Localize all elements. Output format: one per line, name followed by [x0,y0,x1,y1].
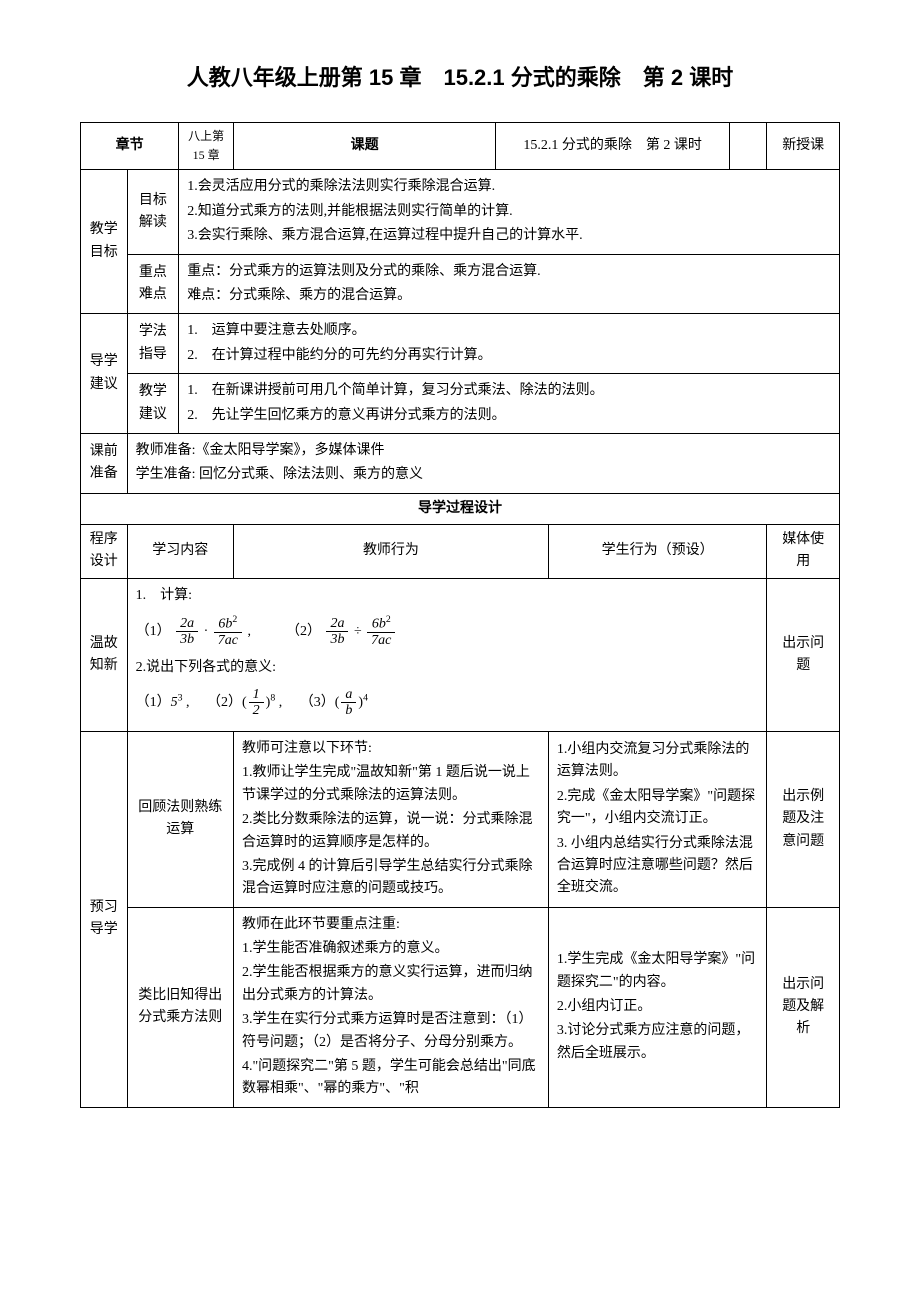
math-expression-2: （1）53 , （2）(12)8 , （3）(ab)4 [136,687,759,719]
table-row: 教学建议 1. 在新课讲授前可用几个简单计算，复习分式乘法、除法的法则。 2. … [81,374,840,434]
student-line: 2.完成《金太阳导学案》"问题探究一"，小组内交流订正。 [557,786,758,831]
page-title: 人教八年级上册第 15 章 15.2.1 分式的乘除 第 2 课时 [80,60,840,92]
sub1-teacher: 教师可注意以下环节: 1.教师让学生完成"温故知新"第 1 题后说一说上节课学过… [233,731,548,907]
table-row: 导学建议 学法指导 1. 运算中要注意去处顺序。 2. 在计算过程中能约分的可先… [81,314,840,374]
teach-line: 2. 先让学生回忆乘方的意义再讲分式乘方的法则。 [187,405,831,427]
prep-line: 教师准备:《金太阳导学案》，多媒体课件 [136,440,831,462]
key-line: 重点：分式乘方的运算法则及分式的乘除、乘方混合运算. [187,261,831,283]
lesson-plan-table: 章节 八上第 15 章 课题 15.2.1 分式的乘除 第 2 课时 新授课 教… [80,122,840,1108]
sub1-student: 1.小组内交流复习分式乘除法的运算法则。 2.完成《金太阳导学案》"问题探究一"… [548,731,766,907]
key-line: 难点：分式乘除、乘方的混合运算。 [187,285,831,307]
method-line: 2. 在计算过程中能约分的可先约分再实行计算。 [187,345,831,367]
table-row: 类比旧知得出分式乘方法则 教师在此环节要重点注重: 1.学生能否准确叙述乘方的意… [81,907,840,1107]
teach-line: 1. 在新课讲授前可用几个简单计算，复习分式乘法、除法的法则。 [187,380,831,402]
teacher-line: 1.学生能否准确叙述乘方的意义。 [242,938,540,960]
student-line: 1.学生完成《金太阳导学案》"问题探究二"的内容。 [557,949,758,994]
empty-cell [730,123,767,170]
chapter-label: 章节 [81,123,179,170]
method-content: 1. 运算中要注意去处顺序。 2. 在计算过程中能约分的可先约分再实行计算。 [179,314,840,374]
prep-content: 教师准备:《金太阳导学案》，多媒体课件 学生准备: 回忆分式乘、除法法则、乘方的… [127,433,839,493]
interpret-line: 1.会灵活应用分式的乘除法法则实行乘除混合运算. [187,176,831,198]
student-line: 1.小组内交流复习分式乘除法的运算法则。 [557,739,758,784]
student-line: 2.小组内订正。 [557,996,758,1018]
col-teacher: 教师行为 [233,525,548,579]
review-line2: 2.说出下列各式的意义: [136,657,759,679]
topic-label: 课题 [233,123,495,170]
prep-label: 课前准备 [81,433,128,493]
sub2-student: 1.学生完成《金太阳导学案》"问题探究二"的内容。 2.小组内订正。 3.讨论分… [548,907,766,1107]
method-label: 学法指导 [127,314,179,374]
table-row: 温故知新 1. 计算: （1） 2a3b · 6b27ac , （2） 2a3b… [81,578,840,731]
prep-line: 学生准备: 回忆分式乘、除法法则、乘方的意义 [136,464,831,486]
col-content: 学习内容 [127,525,233,579]
sub1-media: 出示例题及注意问题 [767,731,840,907]
table-row: 重点难点 重点：分式乘方的运算法则及分式的乘除、乘方混合运算. 难点：分式乘除、… [81,254,840,314]
teacher-line: 教师在此环节要重点注重: [242,914,540,936]
col-media: 媒体使用 [767,525,840,579]
table-row: 教学目标 目标解读 1.会灵活应用分式的乘除法法则实行乘除混合运算. 2.知道分… [81,170,840,254]
guide-label: 导学建议 [81,314,128,434]
teaching-goal-label: 教学目标 [81,170,128,314]
type-value: 新授课 [767,123,840,170]
math-expression-1: （1） 2a3b · 6b27ac , （2） 2a3b ÷ 6b27ac [136,615,759,648]
review-content: 1. 计算: （1） 2a3b · 6b27ac , （2） 2a3b ÷ 6b… [127,578,767,731]
teach-advice-label: 教学建议 [127,374,179,434]
teacher-line: 3.完成例 4 的计算后引导学生总结实行分式乘除混合运算时应注意的问题或技巧。 [242,856,540,901]
col-program: 程序设计 [81,525,128,579]
interpret-label: 目标解读 [127,170,179,254]
table-row: 程序设计 学习内容 教师行为 学生行为（预设） 媒体使用 [81,525,840,579]
topic-value: 15.2.1 分式的乘除 第 2 课时 [496,123,730,170]
interpret-line: 3.会实行乘除、乘方混合运算,在运算过程中提升自己的计算水平. [187,225,831,247]
table-row: 导学过程设计 [81,493,840,524]
review-line1: 1. 计算: [136,585,759,607]
col-student: 学生行为（预设） [548,525,766,579]
key-label: 重点难点 [127,254,179,314]
teacher-line: 3.学生在实行分式乘方运算时是否注意到：（1）符号问题；（2）是否将分子、分母分… [242,1009,540,1054]
sub1-label: 回顾法则熟练运算 [127,731,233,907]
method-line: 1. 运算中要注意去处顺序。 [187,320,831,342]
review-label: 温故知新 [81,578,128,731]
table-row: 课前准备 教师准备:《金太阳导学案》，多媒体课件 学生准备: 回忆分式乘、除法法… [81,433,840,493]
teach-advice-content: 1. 在新课讲授前可用几个简单计算，复习分式乘法、除法的法则。 2. 先让学生回… [179,374,840,434]
key-content: 重点：分式乘方的运算法则及分式的乘除、乘方混合运算. 难点：分式乘除、乘方的混合… [179,254,840,314]
interpret-content: 1.会灵活应用分式的乘除法法则实行乘除混合运算. 2.知道分式乘方的法则,并能根… [179,170,840,254]
sub2-media: 出示问题及解析 [767,907,840,1107]
teacher-line: 2.类比分数乘除法的运算，说一说：分式乘除混合运算时的运算顺序是怎样的。 [242,809,540,854]
student-line: 3.讨论分式乘方应注意的问题，然后全班展示。 [557,1020,758,1065]
sub2-label: 类比旧知得出分式乘方法则 [127,907,233,1107]
teacher-line: 4."问题探究二"第 5 题，学生可能会总结出"同底数幂相乘"、"幂的乘方"、"… [242,1056,540,1101]
teacher-line: 教师可注意以下环节: [242,738,540,760]
student-line: 3. 小组内总结实行分式乘除法混合运算时应注意哪些问题？然后全班交流。 [557,833,758,900]
sub2-teacher: 教师在此环节要重点注重: 1.学生能否准确叙述乘方的意义。 2.学生能否根据乘方… [233,907,548,1107]
table-row: 预习导学 回顾法则熟练运算 教师可注意以下环节: 1.教师让学生完成"温故知新"… [81,731,840,907]
chapter-value: 八上第 15 章 [179,123,234,170]
teacher-line: 1.教师让学生完成"温故知新"第 1 题后说一说上节课学过的分式乘除法的运算法则… [242,762,540,807]
teacher-line: 2.学生能否根据乘方的意义实行运算，进而归纳出分式乘方的计算法。 [242,962,540,1007]
table-row: 章节 八上第 15 章 课题 15.2.1 分式的乘除 第 2 课时 新授课 [81,123,840,170]
preview-label: 预习导学 [81,731,128,1107]
interpret-line: 2.知道分式乘方的法则,并能根据法则实行简单的计算. [187,201,831,223]
process-header: 导学过程设计 [81,493,840,524]
review-media: 出示问题 [767,578,840,731]
